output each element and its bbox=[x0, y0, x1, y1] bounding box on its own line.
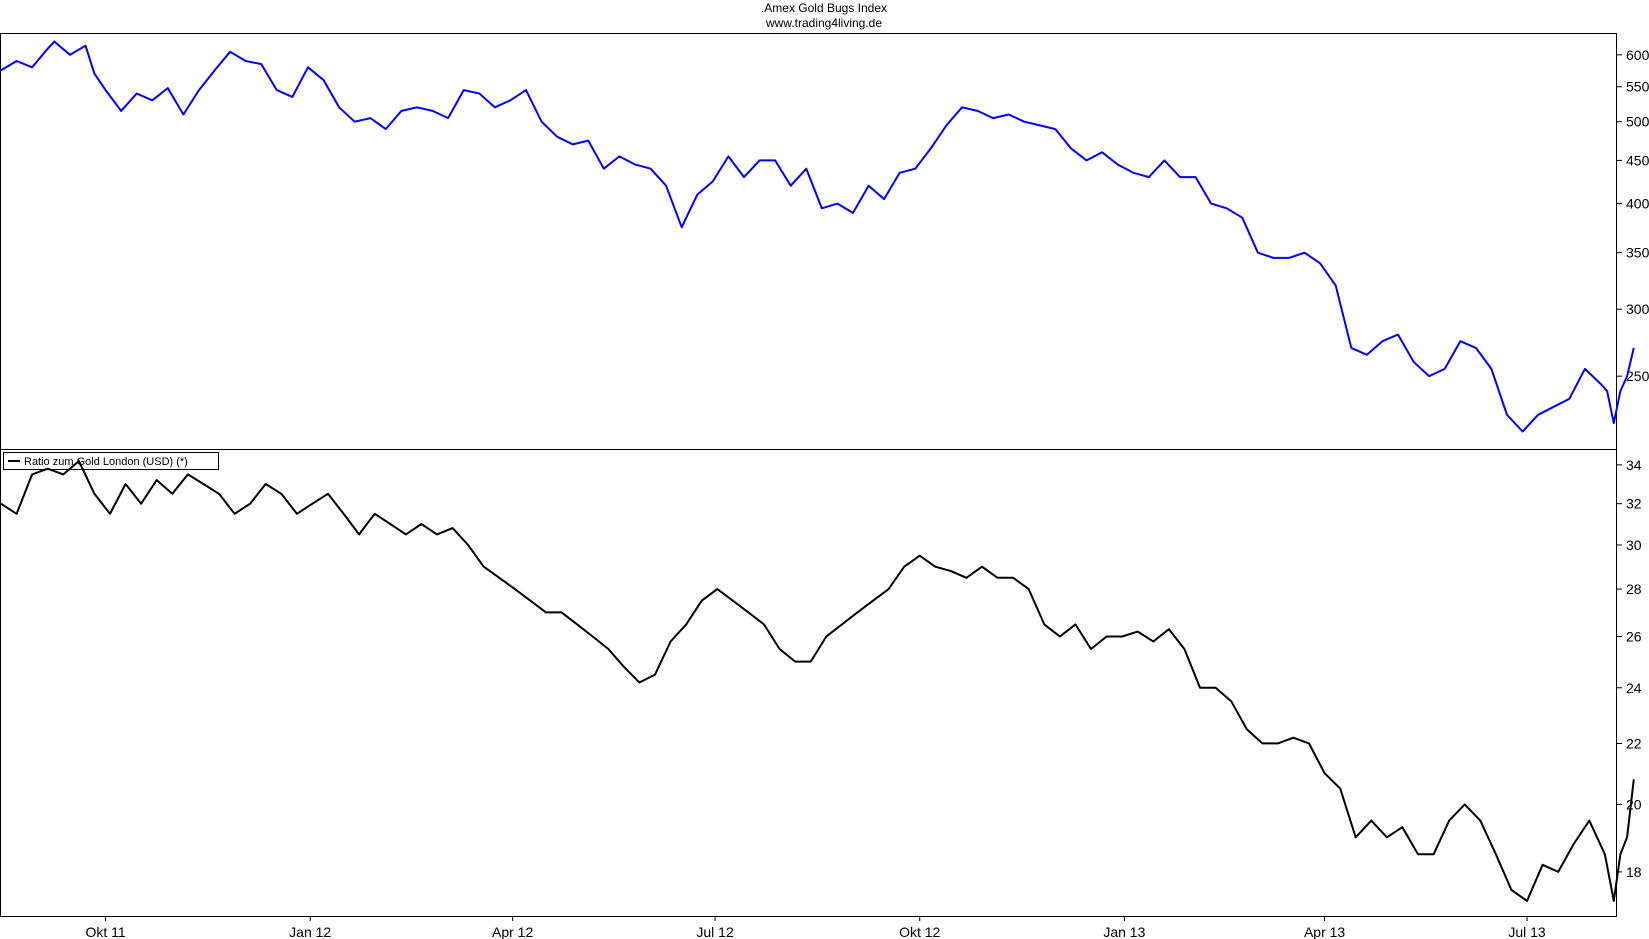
y-tick-label: 400 bbox=[1626, 196, 1649, 212]
x-tick-label: Okt 11 bbox=[85, 924, 125, 939]
y-tick-label: 28 bbox=[1626, 581, 1642, 597]
series-line bbox=[0, 40, 1635, 433]
y-tick-label: 600 bbox=[1626, 47, 1649, 63]
y-tick-label: 300 bbox=[1626, 301, 1649, 317]
chart-title: .Amex Gold Bugs Index bbox=[761, 1, 887, 15]
y-tick-label: 22 bbox=[1626, 735, 1642, 751]
x-tick-label: Jan 12 bbox=[289, 924, 331, 939]
x-tick-label: Jul 13 bbox=[1508, 924, 1546, 939]
panel-price-frame bbox=[0, 33, 1617, 450]
x-tick-label: Apr 12 bbox=[492, 924, 533, 939]
y-tick-label: 24 bbox=[1626, 680, 1642, 696]
y-tick-label: 26 bbox=[1626, 629, 1642, 645]
y-tick-label: 20 bbox=[1626, 796, 1642, 812]
y-tick-label: 34 bbox=[1626, 457, 1642, 473]
x-tick-label: Apr 13 bbox=[1304, 924, 1345, 939]
panel-ratio-frame bbox=[0, 449, 1617, 917]
y-tick-label: 18 bbox=[1626, 864, 1642, 880]
legend-label: Ratio zum Gold London (USD) (*) bbox=[24, 456, 188, 468]
y-tick-label: 450 bbox=[1626, 152, 1649, 168]
series-line bbox=[0, 460, 1635, 902]
y-tick-label: 350 bbox=[1626, 245, 1649, 261]
legend: Ratio zum Gold London (USD) (*) bbox=[3, 452, 219, 470]
legend-box bbox=[3, 452, 219, 470]
y-tick-label: 32 bbox=[1626, 496, 1642, 512]
y-tick-label: 500 bbox=[1626, 114, 1649, 130]
chart-subtitle: www.trading4living.de bbox=[765, 16, 882, 30]
y-tick-label: 550 bbox=[1626, 79, 1649, 95]
x-axis: Okt 11 Jan 12 Apr 12 Jul 12 Okt 12 Jan 13 Apr … bbox=[85, 916, 1546, 939]
panel-price: 250 300 350 400 450 500 550 600 bbox=[0, 33, 1649, 450]
y-tick-label: 30 bbox=[1626, 537, 1642, 553]
y-tick-label: 250 bbox=[1626, 368, 1649, 384]
x-tick-label: Jul 12 bbox=[696, 924, 734, 939]
x-tick-label: Okt 12 bbox=[899, 924, 940, 939]
x-tick-label: Jan 13 bbox=[1103, 924, 1145, 939]
panel-ratio: Ratio zum Gold London (USD) (*) 18 20 22 24… bbox=[0, 449, 1642, 917]
